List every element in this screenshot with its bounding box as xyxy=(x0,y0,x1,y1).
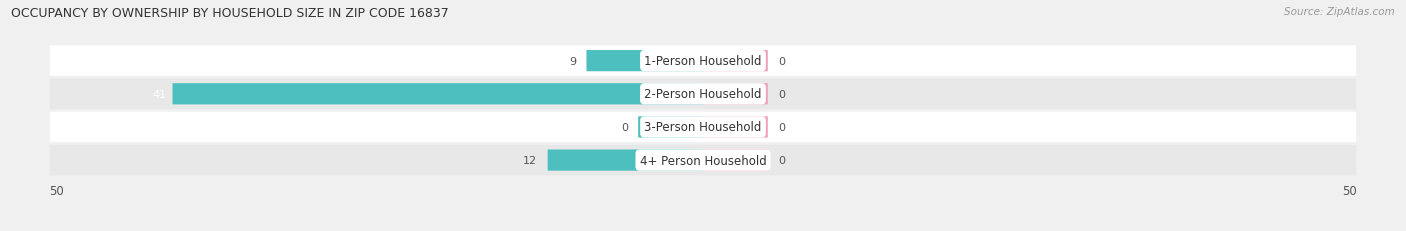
Text: 41: 41 xyxy=(152,89,166,99)
FancyBboxPatch shape xyxy=(49,79,1357,109)
Text: 0: 0 xyxy=(778,122,785,132)
Text: 2-Person Household: 2-Person Household xyxy=(644,88,762,101)
FancyBboxPatch shape xyxy=(49,145,1357,176)
FancyBboxPatch shape xyxy=(703,84,768,105)
FancyBboxPatch shape xyxy=(49,46,1357,76)
Text: OCCUPANCY BY OWNERSHIP BY HOUSEHOLD SIZE IN ZIP CODE 16837: OCCUPANCY BY OWNERSHIP BY HOUSEHOLD SIZE… xyxy=(11,7,449,20)
FancyBboxPatch shape xyxy=(49,112,1357,143)
FancyBboxPatch shape xyxy=(548,150,703,171)
Text: 0: 0 xyxy=(778,155,785,165)
Text: 9: 9 xyxy=(569,56,576,66)
FancyBboxPatch shape xyxy=(703,150,768,171)
Text: 4+ Person Household: 4+ Person Household xyxy=(640,154,766,167)
FancyBboxPatch shape xyxy=(703,51,768,72)
FancyBboxPatch shape xyxy=(586,51,703,72)
FancyBboxPatch shape xyxy=(173,84,703,105)
Text: 1-Person Household: 1-Person Household xyxy=(644,55,762,68)
FancyBboxPatch shape xyxy=(703,117,768,138)
Text: 0: 0 xyxy=(778,89,785,99)
Text: 0: 0 xyxy=(621,122,628,132)
Text: 3-Person Household: 3-Person Household xyxy=(644,121,762,134)
Text: 12: 12 xyxy=(523,155,537,165)
Text: 0: 0 xyxy=(778,56,785,66)
FancyBboxPatch shape xyxy=(638,117,703,138)
Text: Source: ZipAtlas.com: Source: ZipAtlas.com xyxy=(1284,7,1395,17)
